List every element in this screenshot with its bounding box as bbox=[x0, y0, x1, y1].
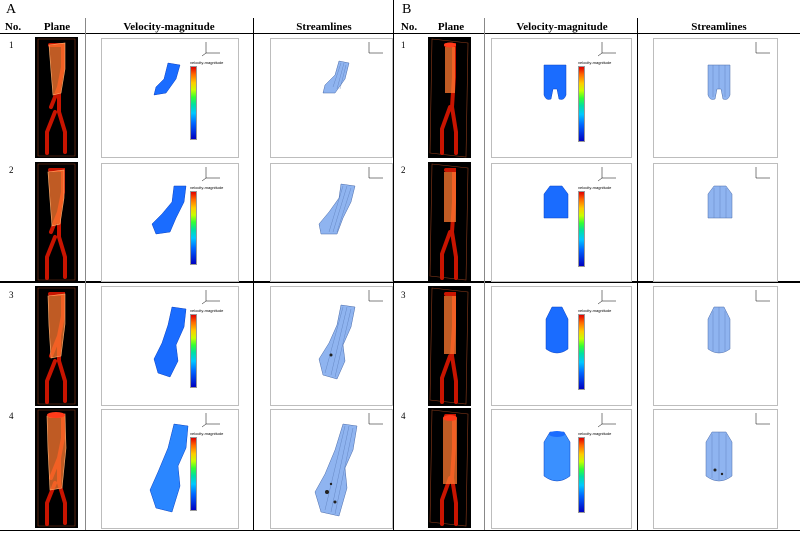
row-number: 2 bbox=[9, 165, 14, 175]
streamline-frame-a1 bbox=[270, 38, 393, 158]
colorbar bbox=[190, 314, 197, 388]
streamline-frame-b3 bbox=[653, 286, 778, 406]
row-number: 1 bbox=[401, 40, 406, 50]
plane-image-b1 bbox=[428, 37, 471, 158]
colorbar-title: velocity-magnitude bbox=[578, 60, 612, 65]
colorbar-title: velocity-magnitude bbox=[190, 185, 224, 190]
header-no-b: No. bbox=[400, 21, 418, 33]
streamline-frame-b2 bbox=[653, 163, 778, 282]
mid-rule bbox=[0, 281, 800, 283]
plane-image-b2 bbox=[428, 162, 471, 282]
colorbar-title: velocity-magnitude bbox=[190, 308, 224, 313]
col-divider bbox=[484, 18, 485, 530]
velocity-frame-b2: velocity-magnitude bbox=[491, 163, 632, 282]
colorbar bbox=[578, 314, 585, 390]
colorbar-title: velocity-magnitude bbox=[578, 431, 612, 436]
header-velocity-a: Velocity-magnitude bbox=[123, 21, 215, 33]
header-no-a: No. bbox=[4, 21, 22, 33]
panel-b-label: B bbox=[402, 2, 412, 17]
velocity-frame-a4: velocity-magnitude bbox=[101, 409, 239, 529]
colorbar bbox=[578, 191, 585, 267]
row-number: 4 bbox=[9, 411, 14, 421]
streamline-frame-a3 bbox=[270, 286, 393, 406]
colorbar bbox=[190, 437, 197, 511]
velocity-frame-a2: velocity-magnitude bbox=[101, 163, 239, 282]
colorbar-title: velocity-magnitude bbox=[190, 60, 224, 65]
colorbar bbox=[190, 191, 197, 265]
plane-image-a4 bbox=[35, 408, 78, 528]
velocity-frame-b1: velocity-magnitude bbox=[491, 38, 632, 158]
row-number: 2 bbox=[401, 165, 406, 175]
header-streamlines-a: Streamlines bbox=[296, 21, 352, 33]
velocity-frame-a1: velocity-magnitude bbox=[101, 38, 239, 158]
colorbar bbox=[190, 66, 197, 140]
panel-a-label: A bbox=[6, 2, 17, 17]
row-number: 3 bbox=[9, 290, 14, 300]
row-number: 4 bbox=[401, 411, 406, 421]
col-divider bbox=[253, 18, 254, 530]
header-velocity-b: Velocity-magnitude bbox=[516, 21, 608, 33]
row-number: 1 bbox=[9, 40, 14, 50]
bottom-rule bbox=[0, 530, 800, 531]
plane-image-a1 bbox=[35, 37, 78, 158]
streamline-frame-b1 bbox=[653, 38, 778, 158]
colorbar-title: velocity-magnitude bbox=[190, 431, 224, 436]
streamline-frame-a2 bbox=[270, 163, 393, 282]
plane-image-a2 bbox=[35, 162, 78, 282]
streamline-frame-a4 bbox=[270, 409, 393, 529]
velocity-frame-a3: velocity-magnitude bbox=[101, 286, 239, 406]
col-divider bbox=[637, 18, 638, 530]
header-streamlines-b: Streamlines bbox=[691, 21, 747, 33]
velocity-frame-b3: velocity-magnitude bbox=[491, 286, 632, 406]
colorbar bbox=[578, 437, 585, 513]
panel-divider bbox=[393, 0, 394, 530]
plane-image-a3 bbox=[35, 286, 78, 406]
colorbar-title: velocity-magnitude bbox=[578, 185, 612, 190]
col-divider bbox=[85, 18, 86, 530]
colorbar bbox=[578, 66, 585, 142]
header-rule bbox=[0, 33, 800, 34]
velocity-frame-b4: velocity-magnitude bbox=[491, 409, 632, 529]
plane-image-b3 bbox=[428, 286, 471, 406]
header-plane-b: Plane bbox=[437, 21, 465, 33]
plane-image-b4 bbox=[428, 408, 471, 528]
streamline-frame-b4 bbox=[653, 409, 778, 529]
colorbar-title: velocity-magnitude bbox=[578, 308, 612, 313]
header-plane-a: Plane bbox=[43, 21, 71, 33]
row-number: 3 bbox=[401, 290, 406, 300]
